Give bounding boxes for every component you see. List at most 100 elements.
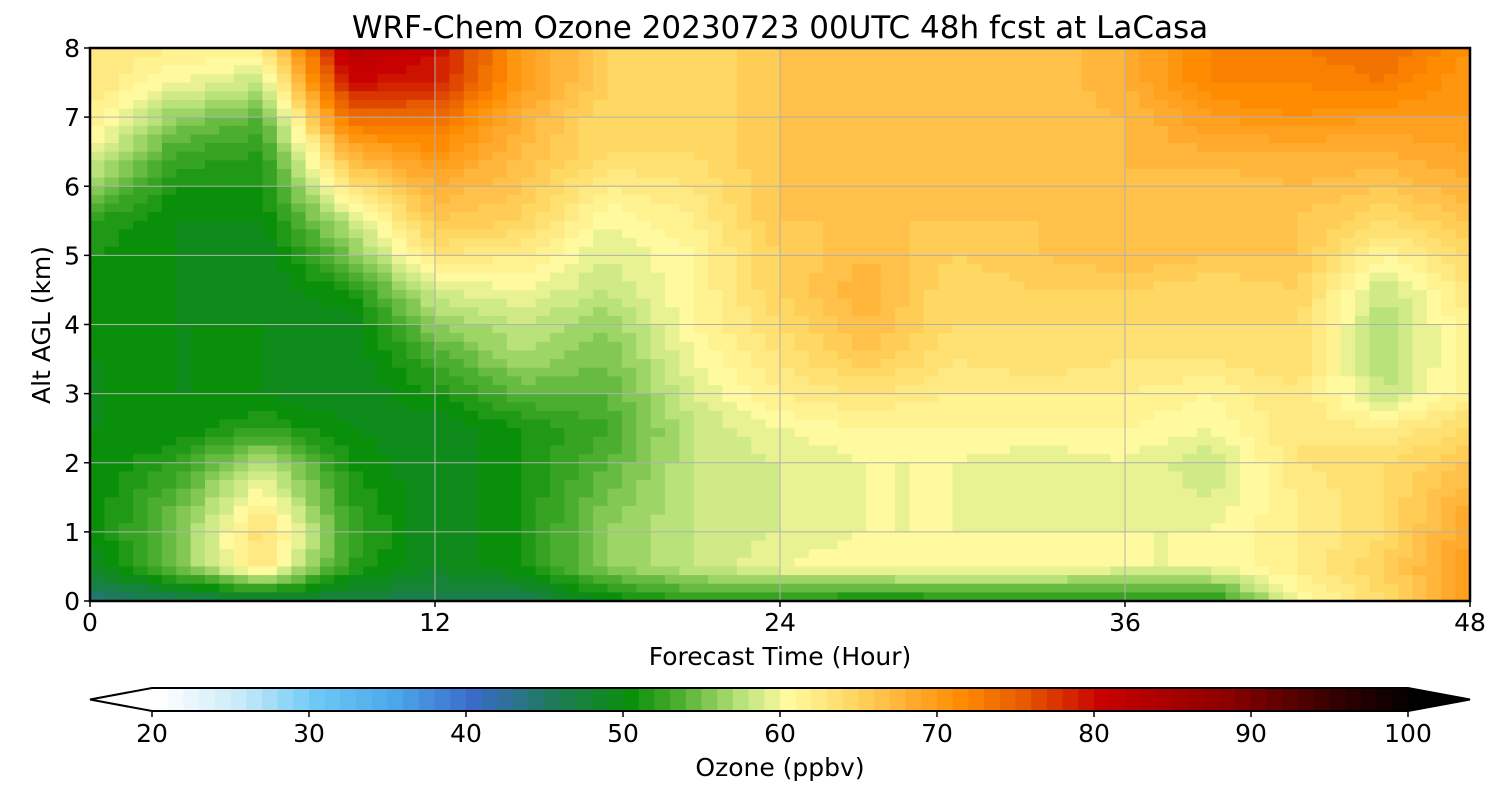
heatmap-cell bbox=[1196, 177, 1212, 187]
heatmap-cell bbox=[650, 125, 666, 136]
heatmap-cell bbox=[320, 56, 335, 66]
heatmap-cell bbox=[1225, 454, 1241, 464]
heatmap-cell bbox=[564, 125, 580, 136]
heatmap-cell bbox=[564, 65, 580, 75]
heatmap-cell bbox=[578, 359, 594, 369]
heatmap-cell bbox=[1426, 73, 1442, 84]
heatmap-cell bbox=[1168, 393, 1184, 403]
heatmap-cell bbox=[1110, 402, 1126, 412]
heatmap-cell bbox=[981, 359, 997, 369]
heatmap-cell bbox=[593, 65, 609, 75]
heatmap-cell bbox=[506, 229, 522, 239]
heatmap-cell bbox=[305, 341, 321, 352]
heatmap-cell bbox=[1110, 125, 1126, 136]
heatmap-cell bbox=[708, 419, 724, 429]
heatmap-cell bbox=[794, 99, 810, 110]
heatmap-cell bbox=[693, 238, 709, 248]
heatmap-cell bbox=[219, 367, 235, 377]
heatmap-cell bbox=[320, 160, 335, 170]
heatmap-cell bbox=[851, 56, 867, 66]
heatmap-cell bbox=[665, 160, 680, 170]
heatmap-cell bbox=[736, 333, 752, 343]
heatmap-cell bbox=[1010, 212, 1025, 222]
heatmap-cell bbox=[219, 324, 235, 334]
heatmap-cell bbox=[1139, 177, 1155, 187]
heatmap-cell bbox=[276, 419, 292, 429]
heatmap-cell bbox=[1225, 125, 1241, 136]
heatmap-cell bbox=[794, 65, 810, 75]
heatmap-cell bbox=[1225, 143, 1241, 153]
heatmap-cell bbox=[391, 367, 407, 377]
heatmap-cell bbox=[909, 117, 925, 127]
heatmap-cell bbox=[722, 419, 738, 429]
heatmap-cell bbox=[1110, 56, 1126, 66]
heatmap-cell bbox=[463, 99, 479, 110]
heatmap-cell bbox=[348, 203, 364, 213]
heatmap-cell bbox=[837, 359, 853, 369]
heatmap-cell bbox=[607, 289, 623, 300]
heatmap-cell bbox=[578, 151, 594, 161]
heatmap-cell bbox=[1139, 91, 1155, 101]
heatmap-cell bbox=[1326, 471, 1342, 481]
heatmap-cell bbox=[1369, 82, 1385, 92]
heatmap-cell bbox=[449, 402, 465, 412]
heatmap-cell bbox=[679, 333, 695, 343]
heatmap-cell bbox=[1340, 73, 1356, 84]
heatmap-cell bbox=[205, 238, 220, 248]
heatmap-cell bbox=[219, 445, 235, 455]
heatmap-cell bbox=[851, 471, 867, 481]
heatmap-cell bbox=[420, 56, 436, 66]
heatmap-cell bbox=[463, 194, 479, 205]
heatmap-cell bbox=[219, 194, 235, 205]
heatmap-cell bbox=[1441, 298, 1457, 308]
heatmap-cell bbox=[823, 393, 839, 403]
heatmap-cell bbox=[550, 212, 565, 222]
heatmap-cell bbox=[219, 359, 235, 369]
heatmap-cell bbox=[1024, 91, 1040, 101]
heatmap-cell bbox=[133, 324, 149, 334]
heatmap-cell bbox=[1110, 99, 1126, 110]
heatmap-cell bbox=[550, 376, 565, 386]
heatmap-cell bbox=[880, 168, 896, 179]
heatmap-cell bbox=[291, 410, 307, 421]
heatmap-cell bbox=[722, 194, 738, 205]
heatmap-cell bbox=[636, 333, 652, 343]
heatmap-cell bbox=[966, 65, 982, 75]
heatmap-cell bbox=[593, 341, 609, 352]
heatmap-cell bbox=[535, 160, 551, 170]
heatmap-cell bbox=[895, 488, 910, 498]
heatmap-cell bbox=[550, 56, 565, 66]
heatmap-cell bbox=[90, 108, 105, 118]
heatmap-cell bbox=[1096, 333, 1112, 343]
heatmap-cell bbox=[1196, 168, 1212, 179]
heatmap-cell bbox=[938, 289, 954, 300]
heatmap-cell bbox=[1398, 480, 1414, 490]
heatmap-cell bbox=[1254, 367, 1270, 377]
heatmap-cell bbox=[880, 229, 896, 239]
heatmap-cell bbox=[981, 168, 997, 179]
heatmap-cell bbox=[161, 82, 177, 92]
heatmap-cell bbox=[1398, 186, 1414, 196]
heatmap-cell bbox=[305, 255, 321, 265]
heatmap-cell bbox=[1168, 194, 1184, 205]
heatmap-cell bbox=[291, 367, 307, 377]
heatmap-cell bbox=[1326, 359, 1342, 369]
heatmap-cell bbox=[535, 289, 551, 300]
heatmap-cell bbox=[1211, 125, 1227, 136]
heatmap-cell bbox=[938, 428, 954, 438]
heatmap-cell bbox=[1053, 298, 1069, 308]
heatmap-cell bbox=[176, 315, 192, 326]
heatmap-cell bbox=[1110, 229, 1126, 239]
heatmap-cell bbox=[492, 350, 508, 360]
heatmap-cell bbox=[895, 359, 910, 369]
heatmap-cell bbox=[1326, 454, 1342, 464]
heatmap-cell bbox=[895, 194, 910, 205]
heatmap-cell bbox=[981, 341, 997, 352]
heatmap-cell bbox=[880, 324, 896, 334]
heatmap-cell bbox=[348, 298, 364, 308]
heatmap-cell bbox=[952, 194, 968, 205]
heatmap-cell bbox=[938, 73, 954, 84]
heatmap-cell bbox=[363, 186, 379, 196]
heatmap-cell bbox=[1225, 402, 1241, 412]
heatmap-cell bbox=[837, 220, 853, 231]
